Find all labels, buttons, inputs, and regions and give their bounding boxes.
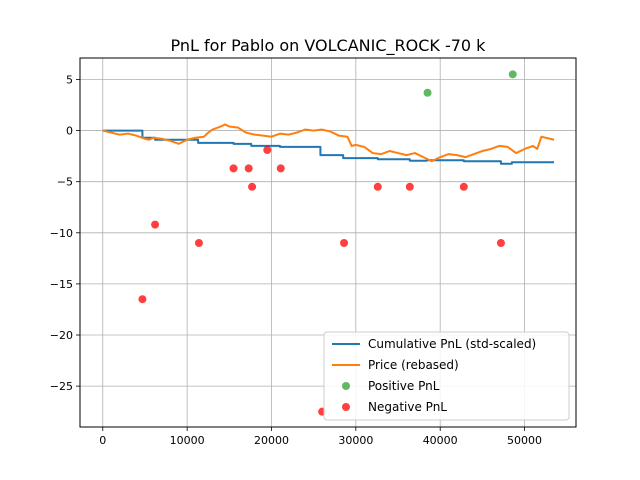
negative-pnl-point — [496, 239, 505, 248]
y-tick-label: −20 — [50, 329, 73, 342]
x-tick-label: 40000 — [423, 434, 458, 447]
negative-pnl-point — [151, 220, 160, 229]
legend-label: Negative PnL — [368, 400, 447, 414]
legend-label: Price (rebased) — [368, 358, 459, 372]
plot-data — [102, 70, 555, 416]
cumulative-pnl-line — [102, 129, 555, 165]
price-line — [102, 123, 555, 163]
negative-pnl-point — [276, 164, 285, 173]
y-tick-label: 5 — [66, 73, 73, 86]
chart-title: PnL for Pablo on VOLCANIC_ROCK -70 k — [171, 36, 487, 56]
negative-pnl-point — [229, 164, 238, 173]
y-tick-label: −5 — [57, 176, 73, 189]
legend-box — [323, 331, 570, 421]
positive-pnl-point — [423, 88, 432, 97]
negative-pnl-point — [138, 295, 147, 304]
plot-frame — [79, 57, 577, 428]
x-tick-label: 0 — [99, 434, 106, 447]
x-tick-label: 10000 — [170, 434, 205, 447]
x-tick-label: 20000 — [254, 434, 289, 447]
legend-label: Positive PnL — [368, 379, 440, 393]
legend: Cumulative PnL (std-scaled) Price (rebase… — [323, 331, 570, 421]
negative-pnl-point — [194, 239, 203, 248]
negative-pnl-point — [248, 182, 257, 191]
positive-pnl-point — [508, 70, 517, 79]
negative-pnl-point — [244, 164, 253, 173]
y-tick-label: −25 — [50, 380, 73, 393]
y-tick-label: 0 — [66, 125, 73, 138]
x-tick-label: 50000 — [507, 434, 542, 447]
x-tick-label: 30000 — [338, 434, 373, 447]
negative-pnl-point — [373, 182, 382, 191]
negative-pnl-point — [405, 182, 414, 191]
negative-pnl-point — [263, 145, 272, 154]
legend-dot-swatch — [342, 382, 350, 390]
legend-label: Cumulative PnL (std-scaled) — [368, 337, 536, 351]
negative-pnl-point — [459, 182, 468, 191]
legend-dot-swatch — [342, 403, 350, 411]
negative-pnl-point — [340, 239, 349, 248]
axes: 0 10000 20000 30000 40000 50000 5 0 −5 −10 −15 −20 −… — [50, 73, 542, 447]
y-tick-label: −10 — [50, 227, 73, 240]
y-tick-label: −15 — [50, 278, 73, 291]
